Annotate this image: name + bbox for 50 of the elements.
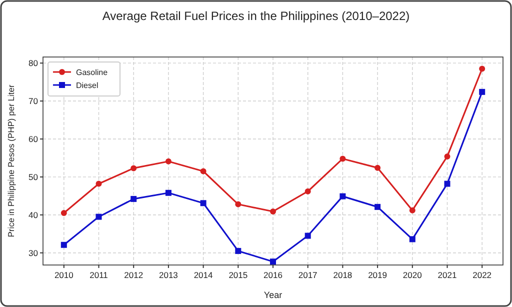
y-axis-title: Price in Philippine Pesos (PHP) per Liter <box>6 84 16 238</box>
point <box>235 248 242 254</box>
point <box>130 165 137 172</box>
point <box>304 188 311 194</box>
point <box>235 201 242 208</box>
point <box>165 190 172 196</box>
y-tick-label: 50 <box>28 172 38 182</box>
point <box>444 180 450 187</box>
point <box>409 207 416 214</box>
x-tick-label: 2020 <box>402 270 422 280</box>
y-tick-label: 60 <box>28 134 38 144</box>
point <box>270 258 276 265</box>
legend-label: Gasoline <box>76 68 108 77</box>
point <box>340 193 346 200</box>
x-tick-label: 2019 <box>368 270 388 280</box>
x-axis-title: Year <box>264 290 282 300</box>
point <box>374 204 381 210</box>
point <box>60 242 67 248</box>
y-tick-label: 80 <box>28 58 38 68</box>
point <box>479 66 486 72</box>
point <box>60 210 67 216</box>
y-tick-label: 70 <box>28 96 38 106</box>
x-tick-label: 2015 <box>228 270 248 280</box>
point <box>200 168 206 174</box>
point <box>200 200 206 206</box>
chart-title: Average Retail Fuel Prices in the Philippines (2010–2022) <box>102 9 410 23</box>
point <box>340 156 346 162</box>
point <box>444 153 450 160</box>
point <box>409 236 416 242</box>
x-tick-label: 2017 <box>298 270 318 280</box>
x-tick-label: 2018 <box>333 270 352 280</box>
x-tick-label: 2010 <box>54 270 74 280</box>
point <box>479 88 486 95</box>
x-tick-label: 2012 <box>124 270 144 280</box>
point <box>96 214 102 220</box>
x-tick-label: 2011 <box>90 270 108 280</box>
point <box>304 232 311 239</box>
x-tick-label: 2016 <box>264 270 283 280</box>
x-tick-label: 2013 <box>158 270 178 280</box>
point <box>130 196 137 202</box>
point <box>374 164 381 171</box>
point <box>96 180 102 187</box>
legend-label: Diesel <box>76 81 98 90</box>
y-tick-label: 30 <box>28 248 38 258</box>
x-tick-label: 2014 <box>194 270 214 280</box>
point <box>270 208 276 214</box>
x-tick-label: 2022 <box>472 270 492 280</box>
y-tick-label: 40 <box>28 210 38 220</box>
x-tick-label: 2021 <box>438 270 457 280</box>
point <box>165 158 172 164</box>
